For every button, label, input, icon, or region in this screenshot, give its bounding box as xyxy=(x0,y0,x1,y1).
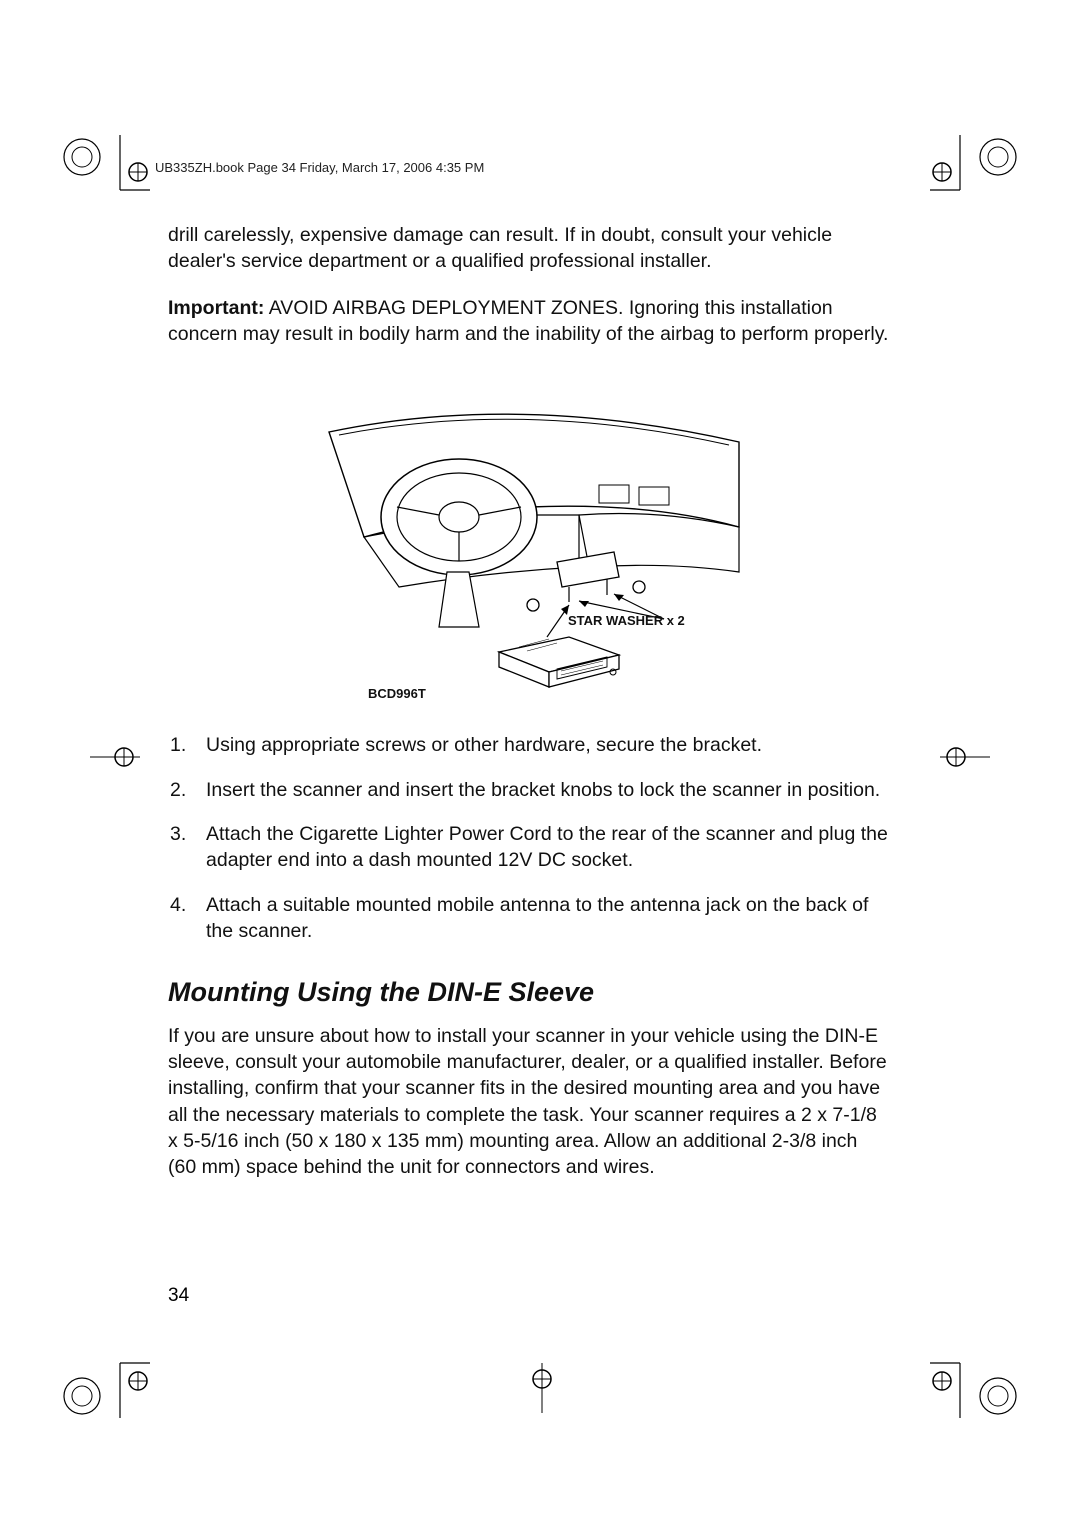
crop-mark-bl xyxy=(60,1343,150,1418)
paragraph-3: If you are unsure about how to install y… xyxy=(168,1023,890,1181)
step-1: Using appropriate screws or other hardwa… xyxy=(168,732,890,758)
bottom-mark xyxy=(525,1363,560,1413)
step-4: Attach a suitable mounted mobile antenna… xyxy=(168,892,890,945)
step-2: Insert the scanner and insert the bracke… xyxy=(168,777,890,803)
crop-mark-br xyxy=(930,1343,1020,1418)
page-number: 34 xyxy=(168,1285,189,1307)
dashboard-svg xyxy=(269,387,789,697)
install-steps-list: Using appropriate screws or other hardwa… xyxy=(168,732,890,944)
important-label: Important: xyxy=(168,297,264,319)
section-heading: Mounting Using the DIN-E Sleeve xyxy=(168,974,890,1010)
step-3: Attach the Cigarette Lighter Power Cord … xyxy=(168,821,890,874)
crop-mark-tr xyxy=(930,135,1020,210)
crop-mark-tl xyxy=(60,135,150,210)
figure-label-washer: STAR WASHER x 2 xyxy=(568,612,685,630)
header-text: UB335ZH.book Page 34 Friday, March 17, 2… xyxy=(155,160,490,175)
paragraph-1: drill carelessly, expensive damage can r… xyxy=(168,222,890,275)
dashboard-figure: STAR WASHER x 2 BCD996T xyxy=(168,387,890,707)
page-content: drill carelessly, expensive damage can r… xyxy=(168,222,890,1200)
side-mark-right xyxy=(940,740,990,775)
figure-label-device: BCD996T xyxy=(368,685,426,703)
paragraph-2-text: AVOID AIRBAG DEPLOYMENT ZONES. Ignoring … xyxy=(168,297,888,345)
side-mark-left xyxy=(90,740,140,775)
paragraph-2: Important: AVOID AIRBAG DEPLOYMENT ZONES… xyxy=(168,295,890,348)
